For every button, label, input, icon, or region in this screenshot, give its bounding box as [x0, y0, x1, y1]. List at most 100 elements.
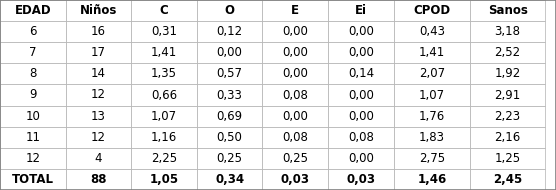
Text: 1,07: 1,07: [419, 89, 445, 101]
Text: 1,41: 1,41: [151, 46, 177, 59]
Text: 2,07: 2,07: [419, 67, 445, 80]
Text: 0,25: 0,25: [282, 152, 308, 165]
Bar: [197, 169, 262, 190]
Bar: [0, 169, 66, 190]
Bar: [131, 63, 197, 84]
Text: 0,00: 0,00: [282, 46, 308, 59]
Bar: [394, 84, 470, 106]
Bar: [262, 63, 328, 84]
Text: 0,00: 0,00: [348, 89, 374, 101]
Bar: [0, 63, 66, 84]
Text: 13: 13: [91, 110, 106, 123]
Text: 0,31: 0,31: [151, 25, 177, 38]
Text: 1,16: 1,16: [151, 131, 177, 144]
Bar: [328, 169, 394, 190]
Bar: [470, 106, 545, 127]
Bar: [66, 169, 131, 190]
Text: 17: 17: [91, 46, 106, 59]
Bar: [131, 169, 197, 190]
Text: 0,08: 0,08: [348, 131, 374, 144]
Bar: [328, 84, 394, 106]
Bar: [470, 0, 545, 21]
Text: 0,25: 0,25: [217, 152, 242, 165]
Text: Niños: Niños: [80, 4, 117, 17]
Text: 1,92: 1,92: [494, 67, 521, 80]
Bar: [394, 21, 470, 42]
Text: 0,03: 0,03: [281, 173, 310, 186]
Text: 0,14: 0,14: [348, 67, 374, 80]
Bar: [394, 148, 470, 169]
Text: 14: 14: [91, 67, 106, 80]
Text: 0,00: 0,00: [348, 25, 374, 38]
Bar: [197, 127, 262, 148]
Text: 0,57: 0,57: [217, 67, 242, 80]
Text: 10: 10: [26, 110, 40, 123]
Text: 11: 11: [26, 131, 40, 144]
Text: 2,52: 2,52: [495, 46, 520, 59]
Text: 0,00: 0,00: [348, 110, 374, 123]
Bar: [0, 21, 66, 42]
Bar: [197, 0, 262, 21]
Text: 0,00: 0,00: [217, 46, 242, 59]
Text: EDAD: EDAD: [14, 4, 51, 17]
Text: 4: 4: [95, 152, 102, 165]
Text: 1,35: 1,35: [151, 67, 177, 80]
Bar: [66, 42, 131, 63]
Bar: [328, 0, 394, 21]
Text: 7: 7: [29, 46, 37, 59]
Bar: [197, 63, 262, 84]
Text: 1,07: 1,07: [151, 110, 177, 123]
Text: 0,12: 0,12: [217, 25, 242, 38]
Bar: [131, 148, 197, 169]
Bar: [131, 0, 197, 21]
Text: O: O: [225, 4, 235, 17]
Bar: [66, 148, 131, 169]
Bar: [470, 127, 545, 148]
Text: 2,25: 2,25: [151, 152, 177, 165]
Bar: [328, 148, 394, 169]
Bar: [66, 106, 131, 127]
Bar: [197, 84, 262, 106]
Bar: [66, 84, 131, 106]
Text: 2,75: 2,75: [419, 152, 445, 165]
Bar: [0, 106, 66, 127]
Text: 1,76: 1,76: [419, 110, 445, 123]
Bar: [131, 127, 197, 148]
Text: 0,00: 0,00: [348, 152, 374, 165]
Text: 0,50: 0,50: [217, 131, 242, 144]
Bar: [470, 84, 545, 106]
Text: 16: 16: [91, 25, 106, 38]
Bar: [0, 84, 66, 106]
Bar: [197, 148, 262, 169]
Text: Ei: Ei: [355, 4, 367, 17]
Text: CPOD: CPOD: [414, 4, 450, 17]
Text: 0,00: 0,00: [282, 110, 308, 123]
Bar: [262, 169, 328, 190]
Text: 0,00: 0,00: [282, 67, 308, 80]
Text: 88: 88: [90, 173, 107, 186]
Bar: [262, 0, 328, 21]
Bar: [262, 84, 328, 106]
Bar: [0, 127, 66, 148]
Bar: [328, 106, 394, 127]
Text: 2,23: 2,23: [495, 110, 520, 123]
Bar: [131, 84, 197, 106]
Text: 6: 6: [29, 25, 37, 38]
Bar: [66, 0, 131, 21]
Text: 0,08: 0,08: [282, 89, 308, 101]
Text: 2,16: 2,16: [494, 131, 521, 144]
Text: 0,33: 0,33: [217, 89, 242, 101]
Bar: [394, 169, 470, 190]
Text: 8: 8: [29, 67, 37, 80]
Text: 1,46: 1,46: [418, 173, 446, 186]
Bar: [470, 63, 545, 84]
Bar: [328, 127, 394, 148]
Text: Sanos: Sanos: [488, 4, 528, 17]
Text: 0,00: 0,00: [348, 46, 374, 59]
Bar: [328, 42, 394, 63]
Text: 0,34: 0,34: [215, 173, 244, 186]
Text: E: E: [291, 4, 299, 17]
Bar: [470, 169, 545, 190]
Bar: [470, 148, 545, 169]
Text: 3,18: 3,18: [495, 25, 520, 38]
